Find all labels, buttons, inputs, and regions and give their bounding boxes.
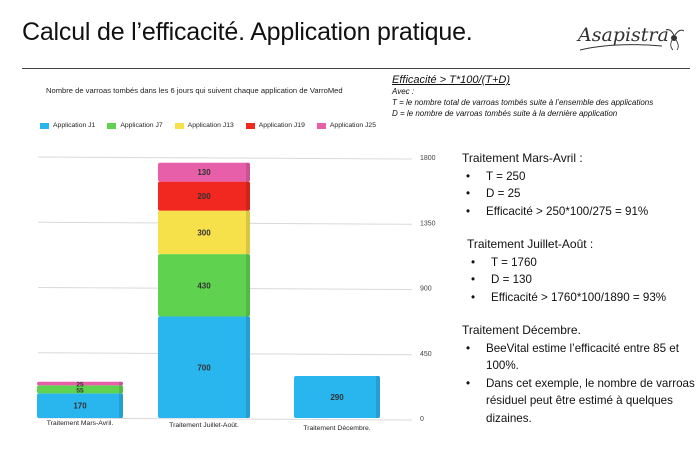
bar-segment — [294, 375, 380, 418]
data-label: 25 — [76, 382, 84, 389]
title-divider — [22, 68, 690, 69]
data-label: 430 — [197, 281, 211, 290]
legend-label: Application J25 — [329, 122, 376, 129]
bar-segment-shade — [246, 181, 250, 211]
legend-label: Application J1 — [53, 122, 96, 129]
data-label: 700 — [197, 363, 211, 372]
asapistra-logo: Asapistra — [574, 20, 692, 60]
data-label: 170 — [73, 402, 87, 411]
formula-main: Efficacité > T*100/(T+D) — [392, 74, 510, 86]
section-mars-avril: Traitement Mars-Avril : T = 250 D = 25 E… — [462, 150, 698, 220]
x-category-label: Traitement Décembre. — [303, 425, 370, 432]
bullet-item: Efficacité > 1760*100/1890 = 93% — [471, 289, 700, 307]
bullet-item: Efficacité > 250*100/275 = 91% — [466, 203, 698, 221]
bullet-item: T = 250 — [466, 168, 698, 186]
formula-d-definition: D = le nombre de varroas tombés suite à … — [392, 109, 618, 118]
x-category-label: Traitement Mars-Avril. — [47, 420, 114, 427]
legend-item: Application J25 — [316, 122, 376, 129]
chart-title: Nombre de varroas tombés dans les 6 jour… — [46, 86, 343, 95]
bar-segment-shade — [246, 316, 250, 418]
legend-item: Application J1 — [40, 122, 95, 129]
bullet-item: BeeVital estime l’efficacité entre 85 et… — [466, 340, 698, 375]
bar-segment — [158, 316, 250, 418]
bar-segment-shade — [119, 393, 123, 418]
bar-segment-shade — [246, 210, 250, 255]
bar-segment — [37, 385, 123, 394]
data-label: 300 — [197, 228, 211, 237]
bar-segment — [37, 393, 123, 418]
bar-segment-shade — [119, 385, 123, 394]
bar-segment — [158, 254, 250, 317]
legend-swatch — [316, 122, 326, 129]
bar-segment — [158, 181, 250, 211]
slide-title: Calcul de l’efficacité. Application prat… — [22, 18, 473, 46]
section-heading: Traitement Mars-Avril : — [462, 151, 583, 165]
legend-label: Application J19 — [258, 122, 305, 129]
y-tick-label: 1800 — [420, 155, 436, 162]
legend-label: Application J13 — [187, 122, 234, 129]
formula-block: Efficacité > T*100/(T+D) Avec : T = le n… — [392, 74, 692, 119]
bar-segment-shade — [246, 254, 250, 317]
data-label: 290 — [330, 393, 344, 402]
data-label: 130 — [197, 168, 211, 177]
section-decembre: Traitement Décembre. BeeVital estime l’e… — [462, 322, 698, 427]
bar-segment — [158, 210, 250, 255]
bar-segment-shade — [376, 375, 380, 418]
legend-item: Application J19 — [245, 122, 305, 129]
bar-segment-shade — [246, 162, 250, 182]
logo-text: Asapistra — [578, 24, 669, 46]
formula-t-definition: T = le nombre total de varroas tombés su… — [392, 98, 654, 107]
legend-item: Application J13 — [174, 122, 234, 129]
gridline — [37, 156, 413, 160]
chart-legend: Application J1 Application J7 Application … — [40, 122, 388, 129]
legend-swatch — [40, 122, 49, 129]
bar-segment — [37, 381, 123, 386]
bullet-item: Dans cet exemple, le nombre de varroas r… — [466, 375, 698, 428]
legend-swatch — [107, 122, 117, 129]
bullet-item: D = 25 — [466, 185, 698, 203]
legend-swatch — [245, 122, 255, 129]
y-tick-label: 1350 — [420, 220, 436, 227]
section-heading: Traitement Juillet-Août : — [467, 237, 594, 251]
bee-icon — [579, 29, 685, 51]
data-label: 200 — [197, 192, 211, 201]
gridline — [37, 417, 413, 421]
section-heading: Traitement Décembre. — [462, 323, 581, 337]
y-tick-label: 0 — [420, 416, 424, 423]
bullet-item: T = 1760 — [471, 254, 700, 272]
x-category-label: Traitement Juillet-Août. — [169, 422, 239, 429]
formula-avec: Avec : — [392, 87, 415, 96]
bar-segment-shade — [119, 381, 123, 386]
bar-segment — [158, 162, 250, 182]
legend-label: Application J7 — [120, 122, 163, 129]
y-tick-label: 900 — [420, 286, 432, 293]
legend-swatch — [174, 122, 184, 129]
section-juillet-aout: Traitement Juillet-Août : T = 1760 D = 1… — [467, 236, 700, 306]
data-label: 55 — [76, 387, 84, 394]
bullet-item: D = 130 — [471, 271, 700, 289]
y-tick-label: 450 — [420, 351, 432, 358]
legend-item: Application J7 — [107, 122, 163, 129]
